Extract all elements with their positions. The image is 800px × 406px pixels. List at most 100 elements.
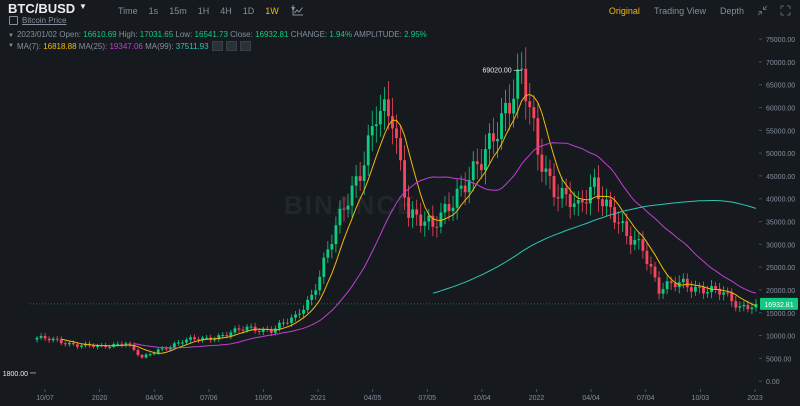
ma7-label: MA(7): [16, 41, 41, 51]
candle-body [334, 225, 338, 245]
candle-body [213, 339, 217, 341]
candle-body [144, 354, 148, 358]
candle-body [132, 344, 136, 350]
candle-body [726, 292, 730, 294]
candle-body [597, 177, 600, 200]
x-tick-label: 04/04 [582, 395, 600, 402]
x-tick-label: 2023 [747, 395, 763, 402]
candle-body [431, 215, 435, 227]
candle-body [164, 348, 168, 350]
x-tick-label: 10/03 [692, 395, 710, 402]
candle-body [342, 208, 346, 210]
candle-body [233, 328, 237, 333]
candle-body [483, 149, 487, 171]
candle-body [80, 345, 83, 347]
x-tick-label: 2020 [92, 395, 108, 402]
candle-body [403, 160, 406, 198]
candle-body [176, 342, 180, 344]
candle-body [516, 69, 520, 99]
collapse-icon[interactable] [757, 5, 768, 16]
candle-body [443, 203, 447, 213]
candle-body [524, 68, 528, 102]
interval-time[interactable]: Time [118, 6, 138, 16]
candle-body [532, 107, 536, 119]
candle-body [104, 345, 108, 347]
candle-body [556, 197, 560, 199]
candle-body [387, 99, 390, 117]
candle-body [63, 343, 67, 345]
candle-body [306, 299, 310, 310]
y-tick-label: 65000.00 [766, 83, 795, 90]
candle-body [504, 102, 507, 114]
candle-body [685, 278, 689, 288]
candle-body [423, 221, 427, 226]
candle-body [59, 339, 63, 344]
candle-body [750, 307, 754, 310]
interval-1h[interactable]: 1H [197, 6, 210, 16]
interval-4h[interactable]: 4H [220, 6, 232, 16]
y-tick-label: 75000.00 [766, 37, 795, 44]
candle-body [580, 200, 584, 203]
interval-15m[interactable]: 15m [169, 6, 187, 16]
y-tick-label: 30000.00 [766, 242, 795, 249]
candle-body [55, 338, 59, 340]
last-price-label: 16932.81 [764, 302, 793, 309]
amplitude-label: AMPLITUDE: [353, 30, 402, 39]
candle-body [378, 111, 382, 125]
expand-icon[interactable] [780, 5, 791, 16]
candle-body [500, 113, 503, 139]
candle-body [722, 292, 726, 295]
candles-layer [35, 47, 758, 359]
pair-title[interactable]: BTC/BUSD [8, 1, 76, 16]
candle-body [455, 188, 459, 208]
ma-close-button[interactable] [239, 41, 251, 51]
candle-body [593, 177, 596, 187]
interval-1d[interactable]: 1D [242, 6, 255, 16]
x-tick-label: 10/05 [255, 395, 273, 402]
interval-1s[interactable]: 1s [148, 6, 159, 16]
candle-body [673, 283, 677, 288]
min-price-label: 1800.00 [3, 371, 28, 378]
price-markers: 16932.81 69020.00 1800.00 [3, 67, 798, 378]
indicator-icon[interactable] [292, 5, 304, 16]
low-value: 16541.73 [194, 30, 228, 39]
candle-body [649, 263, 653, 267]
ma-visibility-button[interactable] [211, 41, 223, 51]
candle-body [35, 337, 39, 340]
candle-body [475, 161, 479, 165]
interval-1w[interactable]: 1W [265, 6, 279, 16]
candle-body [217, 335, 221, 340]
candle-body [391, 116, 394, 129]
candle-body [714, 285, 718, 289]
ma-settings-button[interactable] [225, 41, 237, 51]
candle-body [197, 339, 200, 341]
y-tick-label: 40000.00 [766, 197, 795, 204]
view-depth[interactable]: Depth [719, 6, 744, 16]
subtitle-text: Bitcoin Price [22, 16, 67, 25]
candle-body [108, 346, 112, 348]
candle-body [39, 335, 43, 338]
candle-body [229, 332, 233, 337]
candle-body [746, 304, 750, 310]
candle-body [536, 118, 540, 155]
chevron-down-icon[interactable]: ▼ [79, 2, 87, 11]
candle-body [366, 135, 370, 166]
candle-body [261, 328, 265, 332]
candle-body [75, 344, 79, 347]
candle-body [43, 335, 47, 339]
max-price-label: 69020.00 [483, 67, 512, 74]
y-tick-label: 15000.00 [766, 311, 795, 318]
subtitle-link[interactable]: Bitcoin Price [9, 16, 66, 25]
candle-body [140, 354, 144, 358]
candle-body [734, 301, 738, 308]
view-tradingview[interactable]: Trading View [653, 6, 706, 16]
legend-caret-icon[interactable]: ▼ [8, 33, 14, 39]
candle-body [318, 276, 322, 291]
candle-body [193, 337, 196, 340]
ma-caret-icon[interactable]: ▼ [8, 43, 14, 49]
view-original[interactable]: Original [608, 6, 640, 16]
candle-body [665, 281, 669, 290]
candle-body [439, 212, 443, 227]
candle-body [459, 185, 463, 189]
